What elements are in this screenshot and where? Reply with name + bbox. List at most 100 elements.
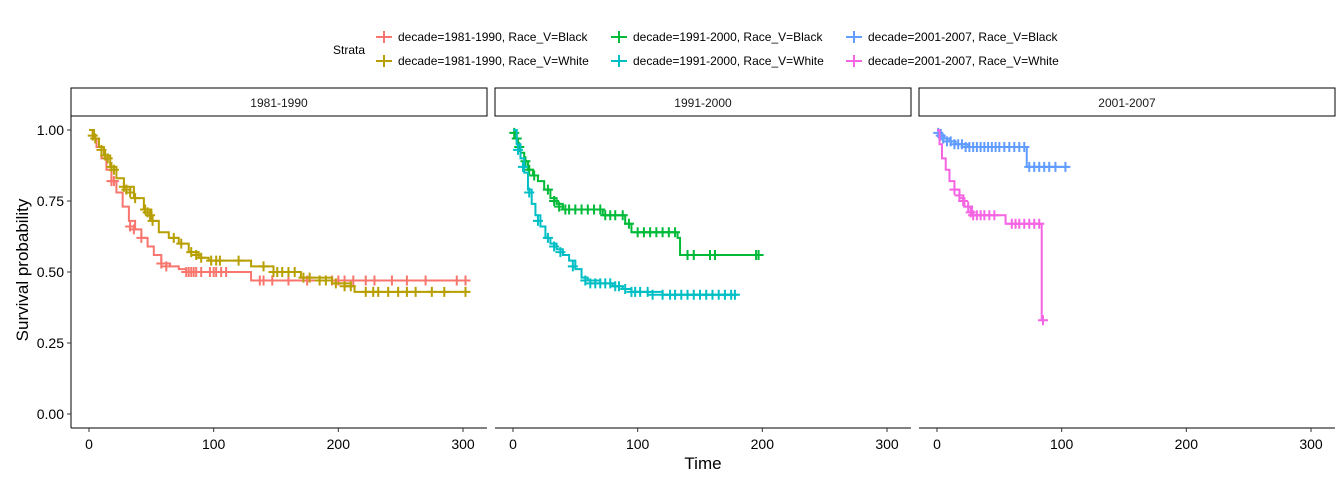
survival-series <box>89 129 471 286</box>
censor-mark <box>460 286 471 297</box>
x-axis-label: Time <box>684 454 721 473</box>
censor-mark <box>108 164 119 175</box>
censor-mark <box>330 278 341 289</box>
censor-mark <box>221 267 232 277</box>
censor-mark <box>304 272 315 283</box>
censor-mark <box>289 267 300 277</box>
censor-mark <box>401 275 412 286</box>
censor-mark <box>542 184 553 195</box>
censor-mark <box>532 215 543 226</box>
y-axis-label: Survival probability <box>13 198 32 341</box>
censor-mark <box>130 193 141 204</box>
censor-mark <box>623 218 634 229</box>
censor-mark <box>426 286 437 297</box>
censor-mark <box>383 286 394 297</box>
censor-mark <box>345 281 356 292</box>
censor-mark <box>753 249 764 260</box>
censor-mark <box>620 284 631 295</box>
survival-series <box>512 129 740 300</box>
x-tick-label: 100 <box>1050 436 1074 452</box>
legend-label: decade=1981-1990, Race_V=White <box>398 54 589 68</box>
facet-strip-label: 1981-1990 <box>250 96 308 110</box>
survival-curve <box>937 129 1068 168</box>
censor-mark <box>320 275 331 286</box>
x-tick-label: 100 <box>202 436 226 452</box>
survival-curve <box>513 129 738 296</box>
x-tick-label: 0 <box>85 436 93 452</box>
legend-item: decade=1981-1990, Race_V=White <box>376 54 589 68</box>
censor-mark <box>136 232 147 243</box>
censor-mark <box>647 289 658 300</box>
y-tick-label: 0.25 <box>37 335 64 351</box>
censor-mark <box>1019 142 1030 153</box>
legend-title: Strata <box>333 43 365 57</box>
censor-mark <box>410 286 421 297</box>
survival-series <box>937 129 1048 326</box>
censor-mark <box>554 201 565 212</box>
x-tick-label: 200 <box>751 436 775 452</box>
censor-mark <box>709 249 720 260</box>
facet-panel: 1991-2000 0 100 200 300 <box>494 87 912 452</box>
censor-mark <box>1060 161 1071 172</box>
censor-mark <box>128 224 139 235</box>
censor-mark <box>1037 315 1048 326</box>
facet-strip <box>918 87 1336 117</box>
legend-label: decade=2001-2007, Race_V=Black <box>868 30 1058 44</box>
y-tick-label: 0.50 <box>37 264 64 280</box>
facet-strip <box>70 87 488 117</box>
censor-mark <box>555 247 566 258</box>
censor-mark <box>373 286 384 297</box>
censor-mark <box>963 201 974 212</box>
x-tick-label: 100 <box>626 436 650 452</box>
censor-mark <box>145 210 156 221</box>
censor-mark <box>96 144 107 155</box>
censor-mark <box>258 275 269 286</box>
censor-mark <box>393 286 404 297</box>
censor-mark <box>613 281 624 292</box>
legend-label: decade=1991-2000, Race_V=White <box>633 54 824 68</box>
censor-mark <box>451 275 462 286</box>
censor-mark <box>729 289 740 300</box>
x-tick-label: 200 <box>327 436 351 452</box>
censor-mark <box>401 286 412 297</box>
facet-strip <box>494 87 912 117</box>
x-tick-label: 300 <box>451 436 475 452</box>
survival-curve <box>937 129 1045 322</box>
legend-label: decade=1981-1990, Race_V=Black <box>398 30 588 44</box>
censor-mark <box>512 144 523 155</box>
censor-mark <box>520 156 531 167</box>
censor-mark <box>176 238 187 249</box>
censor-mark <box>567 261 578 272</box>
censor-mark <box>161 261 172 272</box>
legend-item: decade=1991-2000, Race_V=Black <box>611 30 823 44</box>
x-tick-label: 0 <box>933 436 941 452</box>
legend-entries: decade=1981-1990, Race_V=Black decade=199… <box>376 30 1059 68</box>
legend: Strata decade=1981-1990, Race_V=Black dec… <box>333 30 1059 68</box>
censor-mark <box>1034 218 1045 229</box>
censor-mark <box>1050 161 1061 172</box>
censor-mark <box>524 164 535 175</box>
censor-mark <box>439 286 450 297</box>
censor-mark <box>549 241 560 252</box>
censor-mark <box>958 196 969 206</box>
censor-mark <box>196 252 207 263</box>
censor-mark <box>989 210 1000 221</box>
x-tick-label: 300 <box>875 436 899 452</box>
censor-mark <box>617 210 628 221</box>
facet-strip-label: 2001-2007 <box>1098 96 1156 110</box>
facet-strip-label: 1991-2000 <box>674 96 732 110</box>
censor-mark <box>348 275 359 286</box>
facet-panel: 2001-2007 0 100 200 300 <box>918 87 1336 452</box>
censor-mark <box>267 275 278 286</box>
x-tick-label: 200 <box>1175 436 1199 452</box>
censor-mark <box>233 255 244 266</box>
censor-mark <box>214 255 225 266</box>
censor-mark <box>524 187 535 198</box>
censor-mark <box>420 275 431 286</box>
legend-item: decade=2001-2007, Race_V=White <box>846 54 1059 68</box>
censor-mark <box>954 190 965 201</box>
facet-panel: 1981-1990 0.00 0.25 0.50 0.75 1.00 0 100 200 300 <box>37 87 488 452</box>
y-tick-label: 0.00 <box>37 406 64 422</box>
y-tick-label: 1.00 <box>37 122 64 138</box>
